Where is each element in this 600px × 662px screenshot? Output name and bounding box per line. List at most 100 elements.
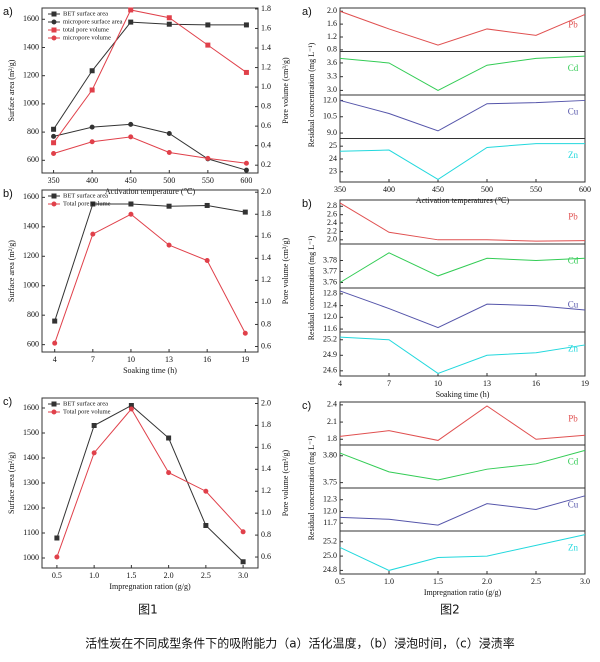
y2-tick-label: 1.0 [261, 508, 271, 517]
line [53, 21, 247, 130]
subplot-frame [339, 530, 586, 575]
x-tick-label: 600 [579, 185, 591, 194]
x-tick-label: 16 [532, 379, 540, 388]
y-tick-label: 1200 [23, 251, 39, 260]
y-tick-label: 600 [27, 155, 39, 164]
legend-label: Total pore volume [63, 408, 111, 415]
y2-tick-label: 1.8 [261, 420, 271, 429]
y2-tick-label: 1.2 [261, 275, 271, 284]
y-tick-label: 3.75 [323, 477, 337, 486]
y2-tick-label: 0.6 [261, 341, 271, 350]
marker [166, 21, 172, 27]
y2-tick-label: 0.6 [261, 121, 271, 130]
marker [166, 131, 172, 137]
marker [128, 211, 134, 217]
y-tick-label: 24.6 [323, 366, 337, 375]
line [339, 405, 586, 441]
y-tick-label: 800 [27, 310, 39, 319]
series-label: Cu [568, 300, 579, 310]
series-label: Cu [568, 106, 579, 116]
y-tick-label: 2.4 [327, 218, 337, 227]
line [339, 252, 586, 283]
panel-label: c) [302, 400, 311, 412]
y-tick-label: 600 [27, 339, 39, 348]
caption: 活性炭在不同成型条件下的吸附能力（a）活化温度，（b）浸泡时间，（c）浸渍率 [85, 636, 515, 651]
marker [89, 124, 95, 130]
x-tick-label: 7 [91, 355, 95, 364]
marker [203, 488, 209, 494]
marker [128, 121, 134, 127]
x-tick-label: 3.0 [580, 577, 590, 586]
subplot-frame [339, 199, 586, 245]
y-tick-label: 1500 [23, 428, 39, 437]
line [339, 143, 585, 181]
line [53, 9, 247, 144]
y-tick-label: 11.7 [323, 518, 337, 527]
y2-tick-label: 1.4 [261, 464, 271, 473]
subplot-frame [339, 331, 586, 377]
y-tick-label: 1000 [23, 553, 39, 562]
marker [89, 87, 95, 93]
marker [52, 340, 58, 346]
y-tick-label: 0.8 [327, 45, 337, 54]
marker [89, 139, 95, 145]
y-tick-label: 2.4 [327, 400, 337, 409]
legend-label: BET surface area [63, 192, 108, 199]
y2-tick-label: 1.0 [261, 82, 271, 91]
marker [166, 15, 172, 21]
x-tick-label: 4 [338, 379, 342, 388]
y2-axis-label: Pore volume (cm³/g) [281, 237, 290, 304]
x-tick-label: 2.5 [201, 571, 211, 580]
panel-label: b) [3, 188, 13, 200]
y2-tick-label: 0.8 [261, 101, 271, 110]
y2-tick-label: 1.2 [261, 486, 271, 495]
marker [51, 140, 57, 146]
y-tick-label: 12.4 [323, 300, 337, 309]
y-tick-label: 1600 [23, 14, 39, 23]
x-tick-label: 1.5 [433, 577, 443, 586]
marker [54, 535, 60, 541]
line [54, 203, 246, 322]
x-tick-label: 350 [48, 176, 60, 185]
y-tick-label: 25 [329, 141, 337, 150]
series-label: Zn [568, 542, 578, 552]
line [339, 534, 586, 571]
legend-label: micropore surface area [63, 18, 123, 25]
marker [204, 202, 210, 208]
plot-frame [41, 7, 259, 174]
line [339, 495, 586, 526]
marker [51, 133, 57, 139]
y-tick-label: 3.78 [323, 255, 337, 264]
y-axis-label: Surface area (m²/g) [7, 59, 16, 121]
x-tick-label: 1.0 [89, 571, 99, 580]
x-tick-label: 0.5 [52, 571, 62, 580]
y2-tick-label: 0.8 [261, 319, 271, 328]
series-label: Cd [568, 256, 579, 266]
y-tick-label: 23 [329, 167, 337, 176]
subplot-frame [339, 487, 586, 532]
x-axis-label: Activation temperature (℃) [105, 187, 196, 196]
y-tick-label: 1600 [23, 192, 39, 201]
y-tick-label: 12.0 [323, 95, 337, 104]
subplot-frame [339, 287, 586, 333]
y-tick-label: 1000 [23, 281, 39, 290]
y-tick-label: 2.0 [327, 6, 337, 15]
x-tick-label: 600 [240, 176, 252, 185]
legend-marker [51, 193, 57, 199]
x-axis-label: Impregnation ratio (g/g) [424, 588, 502, 597]
y2-tick-label: 2.0 [261, 398, 271, 407]
y-tick-label: 3.77 [323, 266, 337, 275]
x-tick-label: 0.5 [335, 577, 345, 586]
legend-label: micropore volume [63, 34, 111, 41]
marker [242, 330, 248, 336]
marker [166, 203, 172, 209]
y2-tick-label: 2.0 [261, 187, 271, 196]
subplot-frame [339, 243, 586, 289]
series-label: Zn [568, 150, 578, 160]
line [53, 123, 247, 171]
marker [90, 201, 96, 207]
y2-axis-label: Pore volume (cm³/g) [281, 449, 290, 516]
x-axis-label: Impregnation ration (g/g) [109, 582, 191, 591]
y-tick-label: 10.5 [323, 112, 337, 121]
